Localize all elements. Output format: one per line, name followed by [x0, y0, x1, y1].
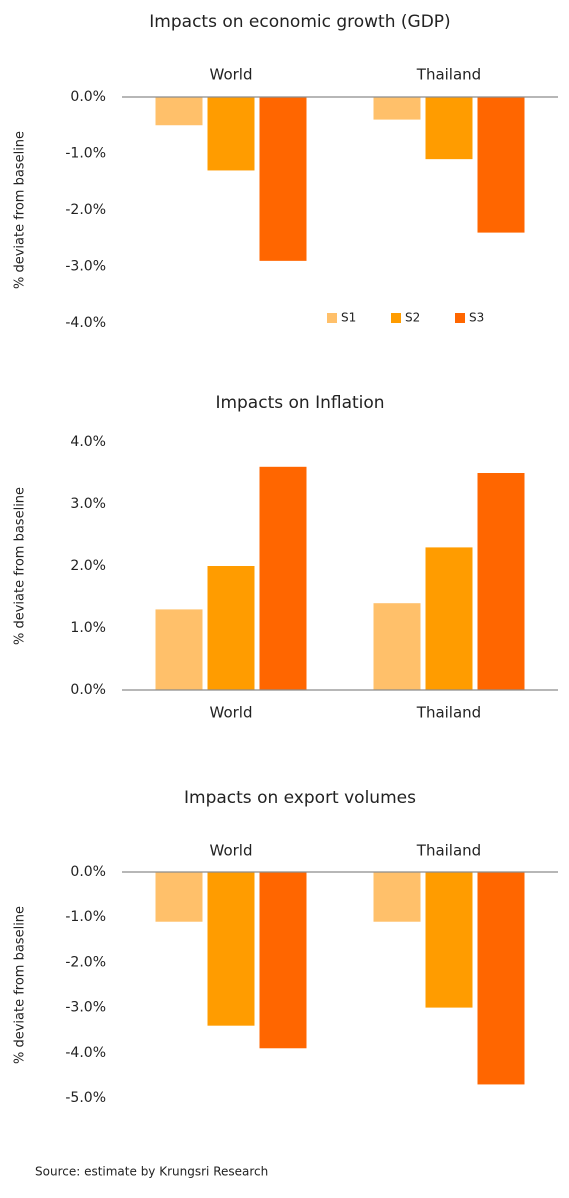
y-tick-label: 1.0%: [70, 620, 106, 636]
y-tick-label: 2.0%: [70, 558, 106, 574]
y-tick-label: -4.0%: [65, 1045, 106, 1061]
y-tick-label: -1.0%: [65, 909, 106, 925]
y-tick-label: -3.0%: [65, 1000, 106, 1016]
y-tick-label: 3.0%: [70, 496, 106, 512]
y-tick-label: -4.0%: [65, 315, 106, 331]
legend-label: S1: [341, 311, 356, 325]
bar: [207, 97, 255, 171]
x-tick-label: Thailand: [416, 66, 481, 84]
legend-swatch: [391, 313, 401, 323]
y-tick-label: 0.0%: [70, 682, 106, 698]
x-tick-label: World: [210, 66, 253, 84]
source-note: Source: estimate by Krungsri Research: [35, 1165, 268, 1179]
bar: [207, 566, 255, 690]
bar: [259, 466, 307, 690]
y-axis-label: % deviate from baseline: [13, 487, 28, 645]
bar: [259, 872, 307, 1049]
chart-title: Impacts on economic growth (GDP): [149, 12, 450, 32]
bar: [259, 97, 307, 261]
bar: [373, 603, 421, 690]
y-tick-label: -2.0%: [65, 202, 106, 218]
bar: [477, 872, 525, 1085]
bar: [425, 547, 473, 690]
chart-title: Impacts on export volumes: [184, 788, 416, 808]
y-axis-label: % deviate from baseline: [13, 131, 28, 289]
bar: [477, 473, 525, 690]
legend-swatch: [455, 313, 465, 323]
y-tick-label: -5.0%: [65, 1090, 106, 1106]
bar: [373, 97, 421, 120]
x-tick-label: World: [210, 842, 253, 860]
y-tick-label: 0.0%: [70, 864, 106, 880]
x-tick-label: World: [210, 704, 253, 722]
legend-label: S2: [405, 311, 420, 325]
y-axis-label: % deviate from baseline: [13, 906, 28, 1064]
bar: [155, 609, 203, 690]
y-tick-label: -3.0%: [65, 259, 106, 275]
y-tick-label: 0.0%: [70, 89, 106, 105]
bar: [207, 872, 255, 1026]
y-tick-label: 4.0%: [70, 434, 106, 450]
bar: [155, 872, 203, 922]
bar: [425, 872, 473, 1008]
y-tick-label: -2.0%: [65, 954, 106, 970]
bar: [373, 872, 421, 922]
legend-label: S3: [469, 311, 484, 325]
chart-title: Impacts on Inflation: [215, 393, 384, 413]
legend-swatch: [327, 313, 337, 323]
bar: [155, 97, 203, 126]
x-tick-label: Thailand: [416, 842, 481, 860]
y-tick-label: -1.0%: [65, 146, 106, 162]
x-tick-label: Thailand: [416, 704, 481, 722]
bar: [425, 97, 473, 160]
bar: [477, 97, 525, 233]
